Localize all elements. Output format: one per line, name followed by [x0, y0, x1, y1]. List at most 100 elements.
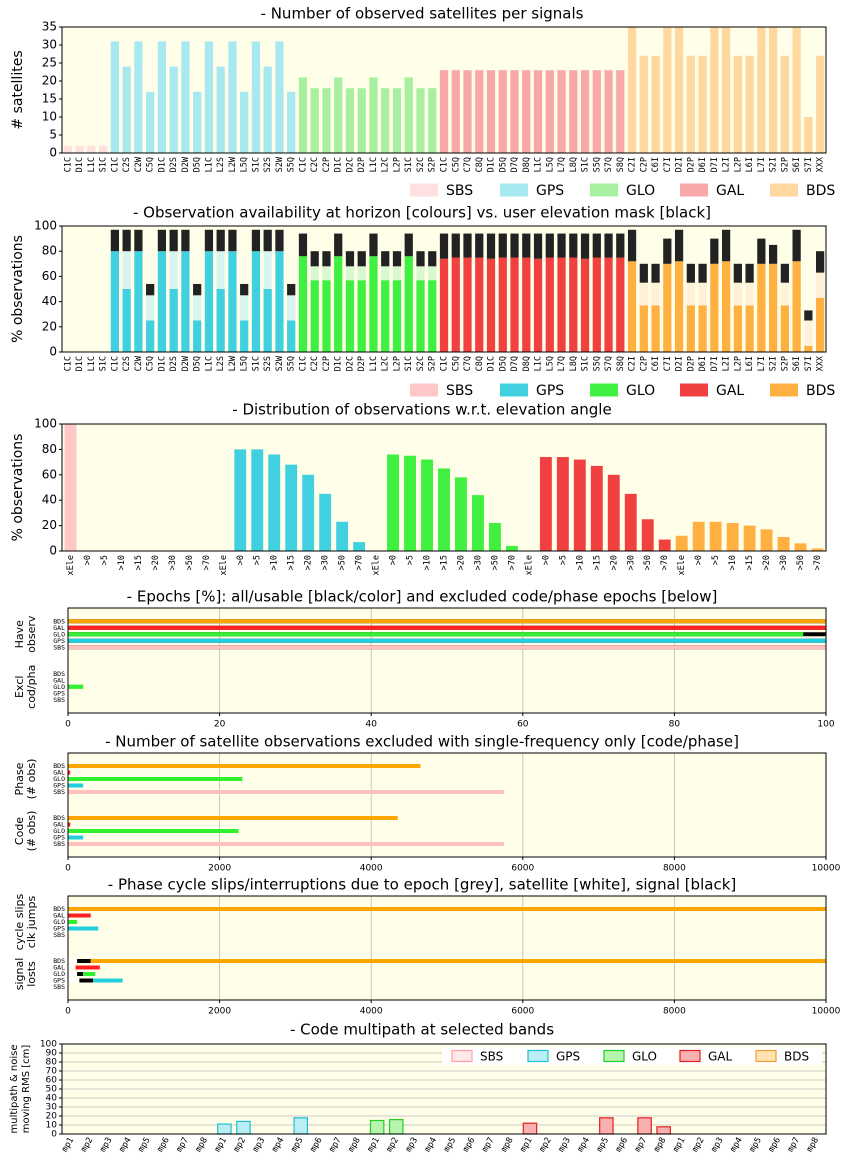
- x-tick-label: 8000: [663, 1007, 686, 1017]
- bar: [624, 493, 637, 551]
- bar-segment: [204, 229, 214, 252]
- bar-segment: [334, 233, 343, 257]
- bar-segment: [604, 257, 613, 352]
- bar-segment: [745, 282, 754, 306]
- bar-segment: [134, 251, 143, 352]
- x-tick-label: S6I: [792, 157, 802, 172]
- row-label: GPS: [53, 977, 65, 985]
- legend-swatch: [410, 183, 438, 197]
- chart-title: - Number of satellite observations exclu…: [105, 733, 739, 751]
- x-tick-label: D2C: [345, 157, 355, 172]
- bar: [780, 55, 789, 153]
- bar: [522, 1122, 538, 1135]
- y-tick-label: 0: [49, 544, 57, 558]
- bar-segment: [510, 257, 519, 352]
- bar: [557, 70, 566, 153]
- x-tick-label: D5Q: [193, 157, 203, 172]
- bar: [556, 457, 569, 551]
- x-tick-label: L1C: [204, 356, 214, 371]
- bar: [99, 145, 108, 153]
- bar: [510, 70, 519, 153]
- bar: [439, 70, 449, 153]
- x-tick-label: L1C: [204, 157, 214, 172]
- bar-segment: [463, 233, 472, 258]
- bar-segment: [428, 266, 437, 281]
- bar-segment: [322, 280, 331, 352]
- plot-area: [68, 753, 826, 857]
- bar-segment: [569, 233, 578, 258]
- legend-swatch: [770, 383, 798, 397]
- bar: [592, 70, 601, 153]
- bar-segment: [416, 266, 425, 281]
- x-tick-label: mp8: [194, 1136, 210, 1154]
- bar-segment: [287, 320, 296, 352]
- x-tick-label: mp7: [175, 1136, 191, 1154]
- bar-segment: [146, 320, 155, 352]
- x-tick-label: 4000: [360, 864, 383, 874]
- bar: [319, 493, 332, 551]
- x-tick-label: >20: [456, 555, 466, 570]
- bar: [204, 41, 214, 153]
- bar-segment: [228, 251, 237, 352]
- bar: [777, 537, 790, 551]
- plot-frame: [61, 225, 827, 353]
- plot-frame: [67, 752, 827, 858]
- x-tick-label: >0: [83, 555, 93, 565]
- bar: [285, 464, 298, 551]
- x-tick-label: >0: [541, 555, 551, 565]
- x-tick-label: mp4: [728, 1136, 744, 1154]
- bar-segment: [216, 289, 225, 352]
- x-tick-label: >5: [406, 555, 416, 565]
- x-tick-label: >0: [389, 555, 399, 565]
- y-tick-label: 30: [42, 38, 57, 52]
- bar: [68, 959, 78, 963]
- x-tick-label: 80: [669, 720, 681, 730]
- x-tick-label: >30: [473, 555, 483, 570]
- bar-segment: [298, 256, 308, 352]
- bar-segment: [780, 305, 789, 352]
- x-tick-label: 0: [65, 720, 71, 730]
- bar-segment: [651, 305, 660, 352]
- bar: [68, 777, 243, 781]
- row-label: BDS: [53, 814, 65, 822]
- bar-segment: [545, 257, 554, 352]
- legend-swatch: [770, 183, 798, 197]
- x-tick-label: S2P: [428, 356, 438, 371]
- bar: [488, 523, 501, 551]
- bar: [811, 548, 824, 551]
- bar: [251, 449, 264, 551]
- bar: [268, 454, 281, 551]
- bar: [388, 1118, 404, 1135]
- bar-segment: [110, 229, 120, 252]
- x-tick-label: D2W: [181, 156, 191, 172]
- x-tick-label: L2P: [392, 157, 402, 172]
- bar-segment: [545, 233, 554, 258]
- bar-segment: [134, 229, 143, 252]
- bar: [472, 495, 484, 551]
- bar: [721, 27, 731, 153]
- x-tick-label: mp4: [576, 1136, 592, 1154]
- bar: [68, 965, 76, 970]
- x-tick-label: C2W: [134, 156, 144, 172]
- bar-segment: [498, 233, 507, 258]
- bar-segment: [816, 272, 825, 298]
- x-tick-label: mp6: [308, 1136, 324, 1154]
- x-tick-label: mp1: [518, 1136, 534, 1154]
- x-tick-label: C2P: [639, 157, 649, 172]
- bar-segment: [486, 258, 496, 352]
- x-tick-label: C1C: [440, 356, 450, 371]
- x-tick-label: S2C: [416, 356, 426, 371]
- bar: [75, 965, 100, 970]
- bar-segment: [345, 266, 355, 281]
- x-tick-label: mp2: [537, 1136, 553, 1154]
- row-label: GLO: [53, 970, 65, 978]
- row-label: GPS: [53, 834, 65, 842]
- x-tick-label: C7Q: [463, 356, 473, 371]
- bar: [68, 619, 826, 624]
- x-tick-label: mp7: [480, 1136, 496, 1154]
- x-tick-label: S2P: [780, 157, 790, 172]
- x-tick-label: S7Q: [604, 157, 614, 172]
- bar: [639, 55, 648, 153]
- x-tick-label: >50: [643, 555, 653, 570]
- bar-segment: [204, 251, 214, 352]
